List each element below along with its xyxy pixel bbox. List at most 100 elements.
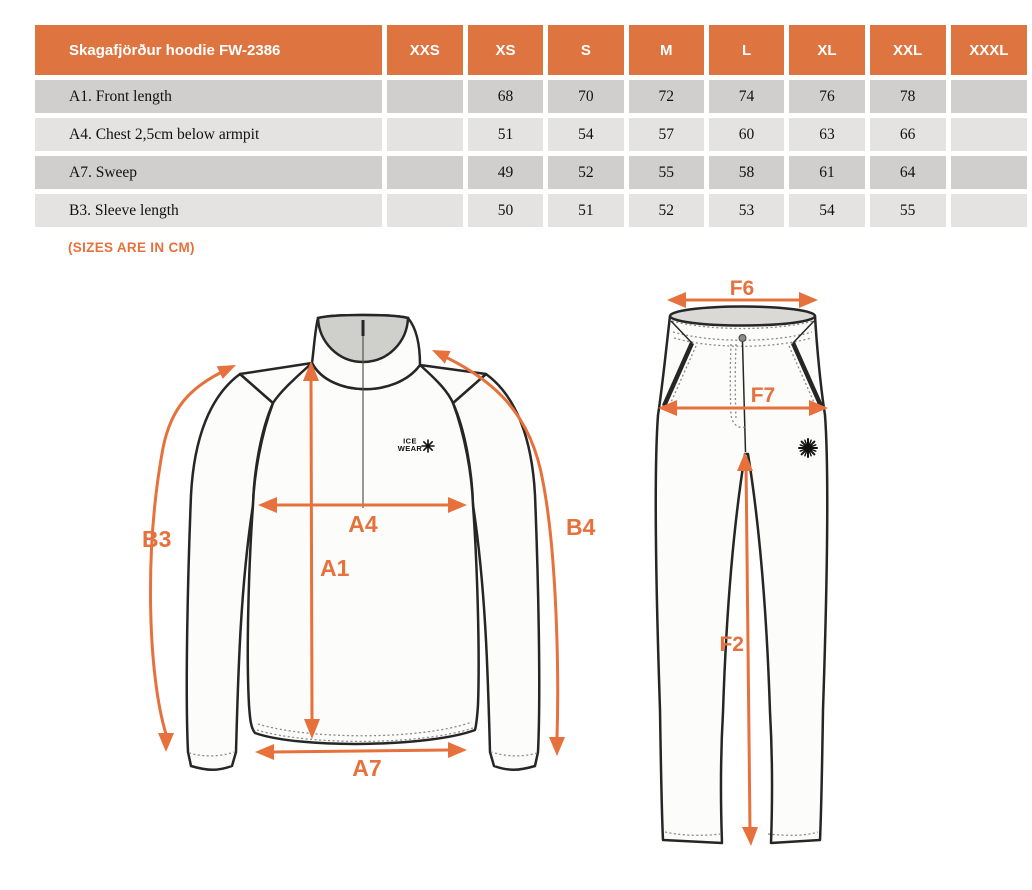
- column-header-m: M: [628, 25, 704, 75]
- table-row: A7. Sweep 49 52 55 58 61 64: [35, 156, 1027, 189]
- column-header-xxs: XXS: [386, 25, 463, 75]
- a1-arrowhead-top: [303, 361, 319, 381]
- hem-stitch-1: [257, 721, 473, 737]
- b3-arrow: [149, 370, 223, 735]
- center-front-seam: [741, 341, 747, 453]
- size-chart-table: Skagafjörður hoodie FW-2386 XXS XS S M L XL XXL…: [30, 20, 1032, 232]
- value-cell: 61: [789, 156, 865, 189]
- pants-body: [654, 314, 829, 845]
- label-a1: A1: [320, 555, 350, 581]
- raglan-seam-right: [419, 364, 455, 404]
- value-cell: [950, 118, 1027, 151]
- leg-hem-stitch-left: [664, 831, 721, 836]
- f2-arrow: [744, 461, 752, 831]
- value-cell: [386, 80, 463, 113]
- row-label: A7. Sweep: [35, 156, 382, 189]
- logo-text-line1: ICE: [403, 437, 417, 446]
- value-cell: [950, 80, 1027, 113]
- column-header-l: L: [708, 25, 785, 75]
- value-cell: 49: [467, 156, 544, 189]
- value-cell: 64: [869, 156, 946, 189]
- raglan-seam-left: [271, 362, 313, 404]
- row-label: B3. Sleeve length: [35, 194, 382, 227]
- f6-arrowhead-right: [799, 292, 818, 308]
- pocket-yoke-right: [792, 320, 815, 344]
- value-cell: 55: [628, 156, 704, 189]
- value-cell: 72: [628, 80, 704, 113]
- a7-arrowhead-right: [448, 742, 467, 758]
- a7-arrowhead-left: [255, 744, 274, 760]
- value-cell: 54: [789, 194, 865, 227]
- pants-diagram: F6 F7 F2: [654, 280, 829, 846]
- hoodie-diagram: ICE WEAR A4 A1 A7 B3: [142, 313, 596, 781]
- value-cell: 68: [467, 80, 544, 113]
- label-a4: A4: [348, 511, 378, 537]
- value-cell: 78: [869, 80, 946, 113]
- fly-stitch-2: [729, 343, 746, 429]
- pants-drawing: [654, 305, 829, 845]
- value-cell: 70: [548, 80, 624, 113]
- column-header-xs: XS: [467, 25, 544, 75]
- value-cell: 54: [548, 118, 624, 151]
- label-f7: F7: [751, 384, 776, 407]
- cuff-stitch-right: [491, 751, 538, 757]
- icewear-logo: ICE WEAR: [398, 437, 435, 453]
- column-header-xl: XL: [789, 25, 865, 75]
- waistband-stitch-1: [672, 331, 813, 341]
- pants-measurement-arrows: F6 F7 F2: [658, 280, 828, 846]
- size-table: Skagafjörður hoodie FW-2386 XXS XS S M L XL XXL…: [30, 20, 1032, 232]
- column-header-xxl: XXL: [869, 25, 946, 75]
- f2-arrowhead-bottom: [742, 827, 758, 846]
- value-cell: 51: [467, 118, 544, 151]
- value-cell: 51: [548, 194, 624, 227]
- column-header-xxxl: XXXL: [950, 25, 1027, 75]
- pants-waist-inside: [668, 305, 817, 327]
- pocket-trim-right: [790, 342, 824, 407]
- logo-text-line2: WEAR: [398, 444, 423, 453]
- table-row: A1. Front length 68 70 72 74 76 78: [35, 80, 1027, 113]
- table-title: Skagafjörður hoodie FW-2386: [35, 25, 382, 75]
- value-cell: 55: [869, 194, 946, 227]
- label-a7: A7: [352, 755, 381, 781]
- a4-arrowhead-right: [448, 497, 467, 513]
- value-cell: 63: [789, 118, 865, 151]
- value-cell: [950, 156, 1027, 189]
- waist-button: [738, 334, 747, 342]
- table-row: B3. Sleeve length 50 51 52 53 54 55: [35, 194, 1027, 227]
- a1-arrow: [309, 379, 314, 720]
- value-cell: 60: [708, 118, 785, 151]
- cuff-stitch-left: [188, 751, 235, 757]
- b3-arrowhead-top: [216, 365, 236, 379]
- label-f6: F6: [730, 280, 755, 300]
- a7-arrow: [272, 748, 450, 754]
- label-f2: F2: [719, 633, 744, 656]
- hoodie-body: [238, 361, 488, 746]
- value-cell: [386, 156, 463, 189]
- column-header-s: S: [548, 25, 624, 75]
- value-cell: 76: [789, 80, 865, 113]
- size-table-body: A1. Front length 68 70 72 74 76 78 A4. Chest 2,…: [35, 80, 1027, 227]
- pocket-trim-left: [661, 342, 695, 407]
- label-b3: B3: [142, 526, 171, 552]
- row-label: A4. Chest 2,5cm below armpit: [35, 118, 382, 151]
- value-cell: 66: [869, 118, 946, 151]
- size-table-head: Skagafjörður hoodie FW-2386 XXS XS S M L XL XXL…: [35, 25, 1027, 75]
- hoodie-drawing: ICE WEAR: [185, 313, 541, 771]
- leg-hem-stitch-right: [767, 831, 819, 836]
- table-header-row: Skagafjörður hoodie FW-2386 XXS XS S M L XL XXL…: [35, 25, 1027, 75]
- value-cell: 52: [628, 194, 704, 227]
- a1-arrowhead-bottom: [304, 719, 320, 739]
- f6-arrowhead-left: [667, 292, 686, 308]
- b4-arrow: [436, 351, 560, 739]
- pants-snowflake-logo-icon: [798, 438, 818, 458]
- value-cell: [386, 118, 463, 151]
- pocket-yoke-left: [670, 320, 693, 344]
- value-cell: 53: [708, 194, 785, 227]
- value-cell: 74: [708, 80, 785, 113]
- label-b4: B4: [566, 514, 596, 540]
- value-cell: [950, 194, 1027, 227]
- logo-snowflake-icon: [421, 439, 435, 453]
- waist-inner-stitch: [671, 320, 814, 330]
- hem-stitch-2: [256, 727, 474, 743]
- table-row: A4. Chest 2,5cm below armpit 51 54 57 60 63 66: [35, 118, 1027, 151]
